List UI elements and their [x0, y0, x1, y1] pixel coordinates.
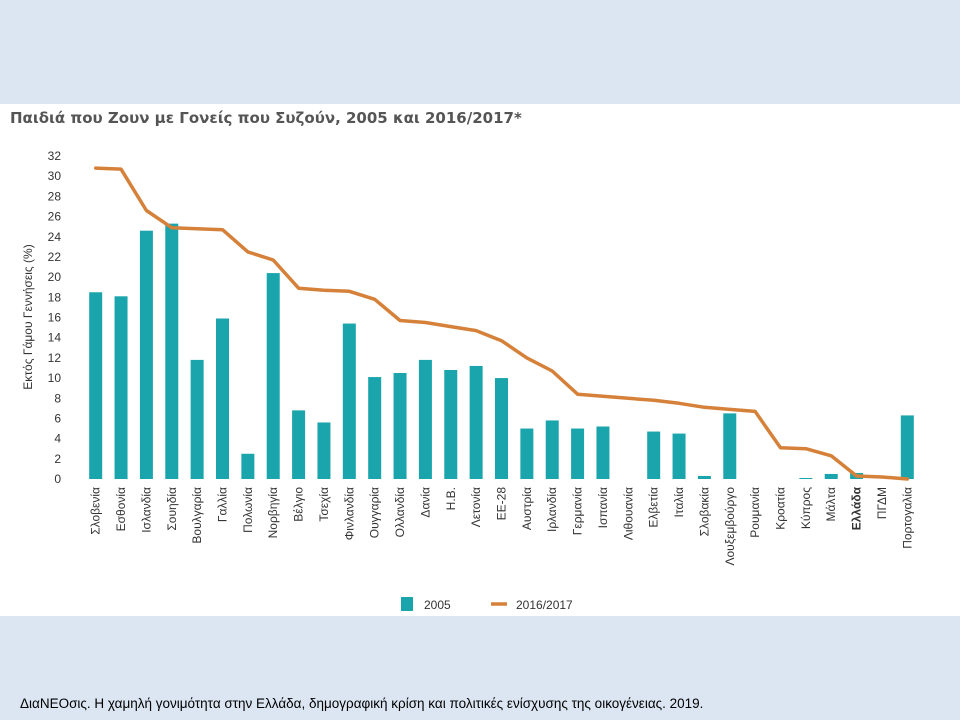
x-tick-label: Σουηδία: [165, 487, 179, 531]
bar-2005: [520, 428, 534, 479]
x-tick-label: Φινλανδία: [342, 487, 356, 540]
x-tick-label: Βουλγαρία: [190, 487, 204, 544]
y-tick-label: 20: [48, 270, 62, 284]
y-tick-label: 10: [48, 371, 62, 385]
bar-2005: [723, 413, 737, 479]
bar-2005: [900, 415, 914, 479]
bar-2005: [139, 230, 153, 479]
bar-2005: [216, 318, 229, 479]
x-tick-label: Ελλάδα: [850, 486, 864, 530]
bar-2005: [571, 428, 585, 479]
bar-series-2005: [89, 223, 914, 479]
x-tick-label: Δανία: [418, 487, 432, 518]
bar-2005: [799, 477, 813, 479]
x-tick-label: Λιθουανία: [621, 487, 635, 540]
bar-2005: [672, 433, 686, 479]
bar-2005: [114, 296, 128, 479]
x-tick-label: Η.Β.: [444, 487, 458, 510]
bar-2005: [495, 378, 508, 479]
x-tick-label: Σλοβακία: [697, 487, 711, 536]
y-tick-label: 0: [54, 472, 61, 486]
x-tick-label: Κύπρος: [799, 487, 813, 529]
x-tick-label: Εσθονία: [114, 487, 128, 531]
x-tick-label: Κροατία: [774, 487, 788, 530]
bar-2005: [317, 422, 331, 479]
x-tick-label: Πολωνία: [241, 487, 255, 533]
x-tick-label: Σλοβενία: [89, 487, 103, 535]
bar-2005: [393, 373, 407, 479]
y-tick-label: 18: [48, 290, 62, 304]
x-tick-label: Ιρλανδία: [545, 487, 559, 532]
y-tick-label: 4: [54, 432, 61, 446]
x-tick-label: Ολλανδία: [393, 487, 407, 537]
bar-2005: [266, 273, 280, 479]
x-tick-label: Λετονία: [469, 487, 483, 527]
x-tick-label: Γερμανία: [571, 487, 585, 535]
bar-2005: [647, 431, 661, 479]
bar-2005: [418, 359, 432, 479]
x-tick-label: Αυστρία: [520, 487, 534, 530]
bar-2005: [469, 365, 483, 479]
legend-label-2016-2017: 2016/2017: [516, 598, 573, 612]
y-tick-label: 12: [48, 351, 62, 365]
x-tick-label: Ουγγαρία: [368, 487, 382, 538]
y-tick-label: 24: [48, 230, 62, 244]
x-tick-label: Ρουμανία: [748, 487, 762, 538]
x-tick-label: Μάλτα: [824, 487, 838, 522]
y-axis-label: Εκτός Γάμου Γεννήσεις (%): [21, 244, 35, 389]
legend-label-2005: 2005: [424, 598, 451, 612]
bar-2005: [545, 420, 559, 479]
bar-2005: [697, 475, 711, 479]
x-tick-label: Ιταλία: [672, 487, 686, 518]
x-tick-label: ΠΓΔΜ: [875, 487, 889, 519]
bar-2005: [292, 410, 306, 479]
y-tick-label: 30: [48, 169, 62, 183]
x-axis-labels: Σλοβενία Εσθονία Ισλανδία Σουηδία Βουλγαρία Γ…: [89, 486, 915, 565]
legend: 2005 2016/2017: [401, 597, 573, 612]
x-tick-label: Νορβηγία: [266, 487, 280, 538]
bar-2005: [342, 323, 356, 479]
x-tick-label: Ελβετία: [647, 487, 661, 528]
y-tick-label: 32: [48, 149, 62, 163]
bar-2005: [368, 377, 382, 479]
y-tick-label: 22: [48, 250, 62, 264]
bar-2005: [596, 426, 610, 479]
x-tick-label: Τσεχία: [317, 487, 331, 522]
y-tick-label: 26: [48, 210, 62, 224]
y-tick-label: 6: [54, 411, 61, 425]
x-tick-label: Λουξεμβούργο: [723, 487, 737, 566]
bar-2005: [190, 359, 204, 479]
bar-2005: [165, 223, 179, 479]
y-tick-label: 28: [48, 189, 62, 203]
x-tick-label: Πορτογαλία: [900, 487, 914, 549]
chart-title: Παιδιά που Ζουν με Γονείς που Συζούν, 20…: [10, 109, 522, 127]
x-tick-label: Γαλλία: [216, 487, 230, 522]
y-tick-label: 14: [48, 331, 62, 345]
x-tick-label: Ισπανία: [596, 487, 610, 528]
chart-panel: [0, 104, 960, 616]
source-caption: ΔιαΝΕΟσις. Η χαμηλή γονιμότητα στην Ελλά…: [20, 696, 704, 711]
y-tick-label: 8: [54, 391, 61, 405]
bar-2005: [824, 473, 838, 479]
legend-swatch-2005: [401, 597, 413, 611]
y-tick-label: 2: [54, 452, 61, 466]
bar-2005: [444, 369, 458, 479]
x-tick-label: Ισλανδία: [139, 487, 153, 533]
bar-2005: [241, 453, 255, 479]
line-series-2016-2017: [93, 166, 910, 481]
x-tick-label: Βέλγιο: [292, 487, 306, 522]
x-tick-label: ΕΕ-28: [495, 487, 509, 521]
bar-2005: [89, 292, 103, 479]
y-tick-label: 16: [48, 311, 62, 325]
